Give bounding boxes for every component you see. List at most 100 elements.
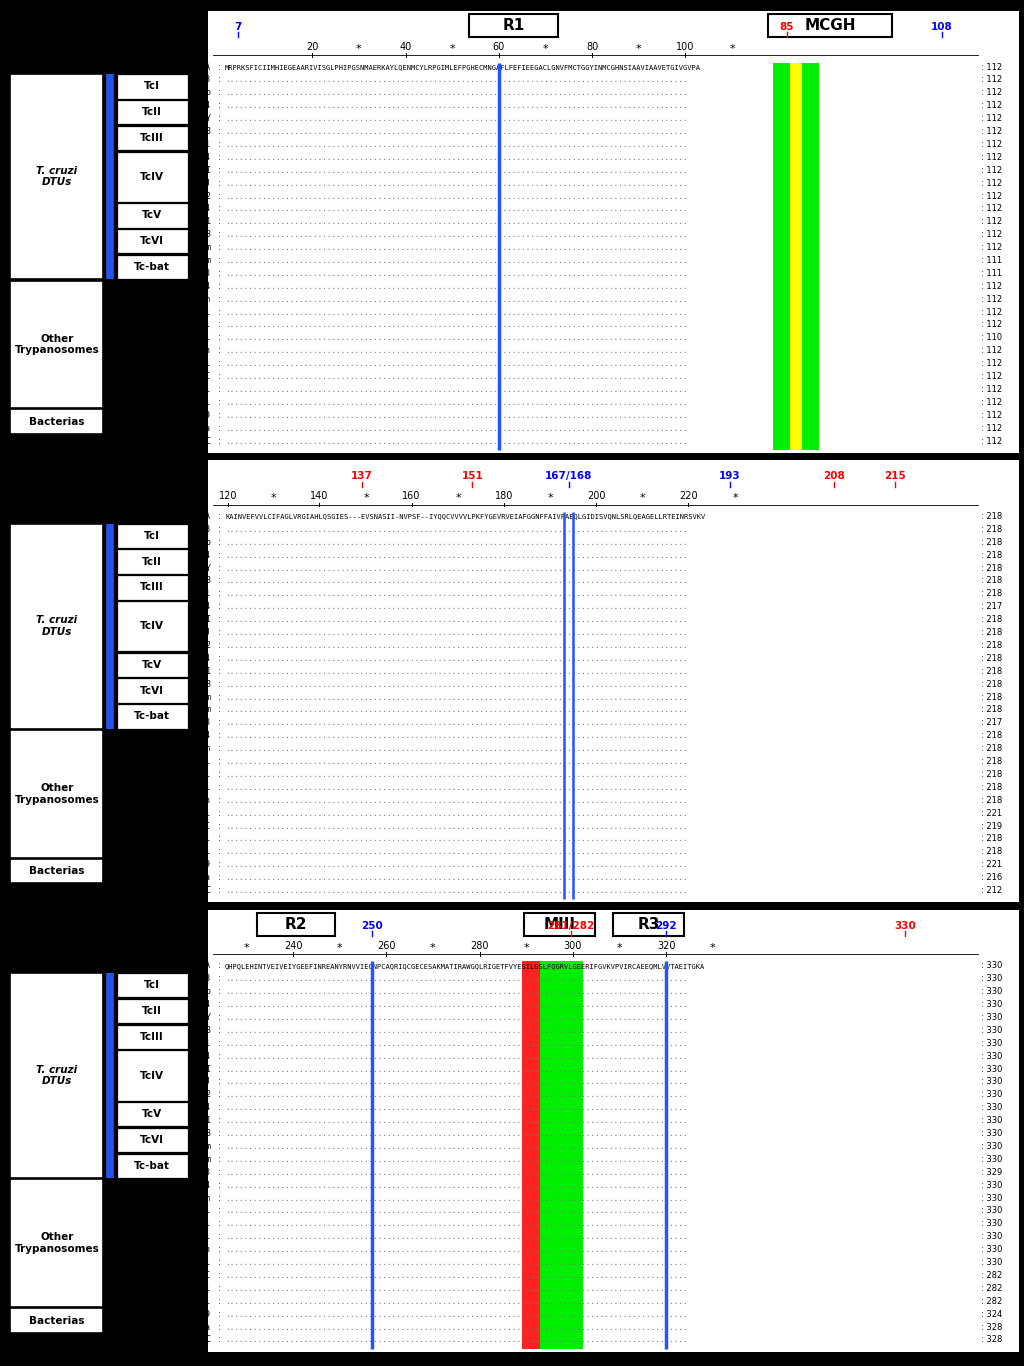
Text: 151: 151 [462, 471, 483, 481]
Text: ................................................................................: ........................................… [225, 217, 687, 227]
Text: :: : [218, 796, 221, 805]
Text: :: : [218, 847, 221, 856]
Text: : 330: : 330 [981, 1206, 1002, 1216]
Text: T.serpenti: T.serpenti [161, 835, 211, 843]
Text: : 328: : 328 [981, 1322, 1002, 1332]
Text: T. cruzi
DTUs: T. cruzi DTUs [36, 615, 78, 637]
Text: : 112: : 112 [981, 295, 1002, 303]
Text: ................................................................................: ........................................… [225, 153, 687, 161]
Text: CLBreNoEsm: CLBreNoEsm [161, 1154, 211, 1164]
Text: :: : [218, 398, 221, 407]
Text: 793: 793 [196, 1168, 211, 1176]
Text: ................................................................................: ........................................… [225, 1194, 687, 1202]
Text: T.erneyi: T.erneyi [171, 307, 211, 317]
Text: : 112: : 112 [981, 398, 1002, 407]
Text: :: : [218, 1104, 221, 1112]
Text: TcIII: TcIII [140, 1031, 164, 1042]
Text: T.rangeli: T.rangeli [166, 333, 211, 343]
Text: ................................................................................: ........................................… [225, 243, 687, 253]
Text: MIII: MIII [544, 918, 575, 932]
Text: TcFRACB: TcFRACB [176, 974, 211, 984]
Text: : 112: : 112 [981, 307, 1002, 317]
Text: : 218: : 218 [981, 796, 1002, 805]
Text: ................................................................................: ........................................… [225, 1078, 687, 1086]
Text: : 218: : 218 [981, 525, 1002, 534]
Text: : 330: : 330 [981, 1246, 1002, 1254]
Text: ................................................................................: ........................................… [225, 255, 687, 265]
Text: ................................................................................: ........................................… [225, 873, 687, 882]
Text: 85: 85 [779, 22, 794, 31]
Text: NRCL3e13: NRCL3e13 [171, 231, 211, 239]
Text: TcII: TcII [142, 1005, 162, 1016]
Bar [522, 962, 541, 1348]
Text: :: : [218, 873, 221, 882]
Text: :: : [218, 1116, 221, 1126]
Text: ................................................................................: ........................................… [225, 1322, 687, 1332]
Text: 108: 108 [931, 22, 952, 31]
Text: 92122c14: 92122c14 [171, 654, 211, 663]
Text: ................................................................................: ........................................… [225, 1310, 687, 1318]
Text: :: : [218, 988, 221, 996]
Text: JR4: JR4 [196, 1000, 211, 1009]
Text: Other
Trypanosomes: Other Trypanosomes [14, 1232, 99, 1254]
Text: : 330: : 330 [981, 1142, 1002, 1152]
Text: : 218: : 218 [981, 641, 1002, 650]
Text: :: : [218, 1206, 221, 1216]
Text: :: : [218, 1180, 221, 1190]
Text: TcFRACB: TcFRACB [176, 75, 211, 85]
Bar [613, 914, 684, 936]
Text: TcFRACA: TcFRACA [176, 512, 211, 520]
Text: :: : [218, 205, 221, 213]
Bar [117, 973, 187, 997]
Text: :: : [218, 1258, 221, 1268]
Text: 180: 180 [495, 492, 513, 501]
Text: 92122c14: 92122c14 [171, 205, 211, 213]
Text: ................................................................................: ........................................… [225, 757, 687, 766]
Text: ................................................................................: ........................................… [225, 333, 687, 343]
Text: CANIII: CANIII [181, 615, 211, 624]
Text: ................................................................................: ........................................… [225, 347, 687, 355]
Text: :: : [218, 809, 221, 818]
Text: ................................................................................: ........................................… [225, 1000, 687, 1009]
Text: : 282: : 282 [981, 1270, 1002, 1280]
Text: ................................................................................: ........................................… [225, 295, 687, 303]
Text: 250: 250 [361, 921, 383, 930]
Text: :: : [218, 1270, 221, 1280]
Text: :: : [218, 861, 221, 869]
Text: JR4: JR4 [196, 101, 211, 111]
Text: : 112: : 112 [981, 243, 1002, 253]
Text: Bacterias: Bacterias [29, 1315, 85, 1325]
Text: *: * [616, 943, 623, 952]
Text: *: * [364, 493, 369, 503]
Text: ................................................................................: ........................................… [225, 1232, 687, 1242]
Text: :: : [218, 757, 221, 766]
Bar [117, 1128, 187, 1153]
Text: :: : [218, 667, 221, 676]
Text: ................................................................................: ........................................… [225, 1246, 687, 1254]
Text: : 330: : 330 [981, 1258, 1002, 1268]
Text: : 218: : 218 [981, 744, 1002, 753]
Text: : 218: : 218 [981, 847, 1002, 856]
Text: ................................................................................: ........................................… [225, 887, 687, 895]
Text: MRPRKSFICIIMHIEGEAARIVISGLPHIPGSNMAERKAYLQENMCYLRPGIMLEFPGHECMNGAFLFEFIEEGACLGNV: MRPRKSFICIIMHIEGEAARIVISGLPHIPGSNMAERKAY… [225, 64, 701, 70]
Text: : 330: : 330 [981, 1038, 1002, 1048]
Text: : 218: : 218 [981, 680, 1002, 688]
Text: : 218: : 218 [981, 564, 1002, 572]
Text: JJ: JJ [201, 1078, 211, 1086]
Text: : 330: : 330 [981, 1052, 1002, 1060]
Text: T.dionisii: T.dionisii [161, 321, 211, 329]
Bar [10, 410, 103, 434]
Text: Bacterias: Bacterias [29, 417, 85, 426]
Text: : 112: : 112 [981, 89, 1002, 97]
Text: TcII: TcII [142, 107, 162, 117]
Text: TcI: TcI [144, 531, 160, 541]
Text: Bacterias: Bacterias [29, 866, 85, 876]
Text: *: * [729, 44, 735, 53]
Text: :: : [218, 307, 221, 317]
Bar [117, 100, 187, 124]
Text: ................................................................................: ........................................… [225, 372, 687, 381]
Text: :: : [218, 783, 221, 792]
Text: ................................................................................: ........................................… [225, 321, 687, 329]
Text: 864: 864 [196, 1052, 211, 1060]
Text: : 218: : 218 [981, 512, 1002, 520]
